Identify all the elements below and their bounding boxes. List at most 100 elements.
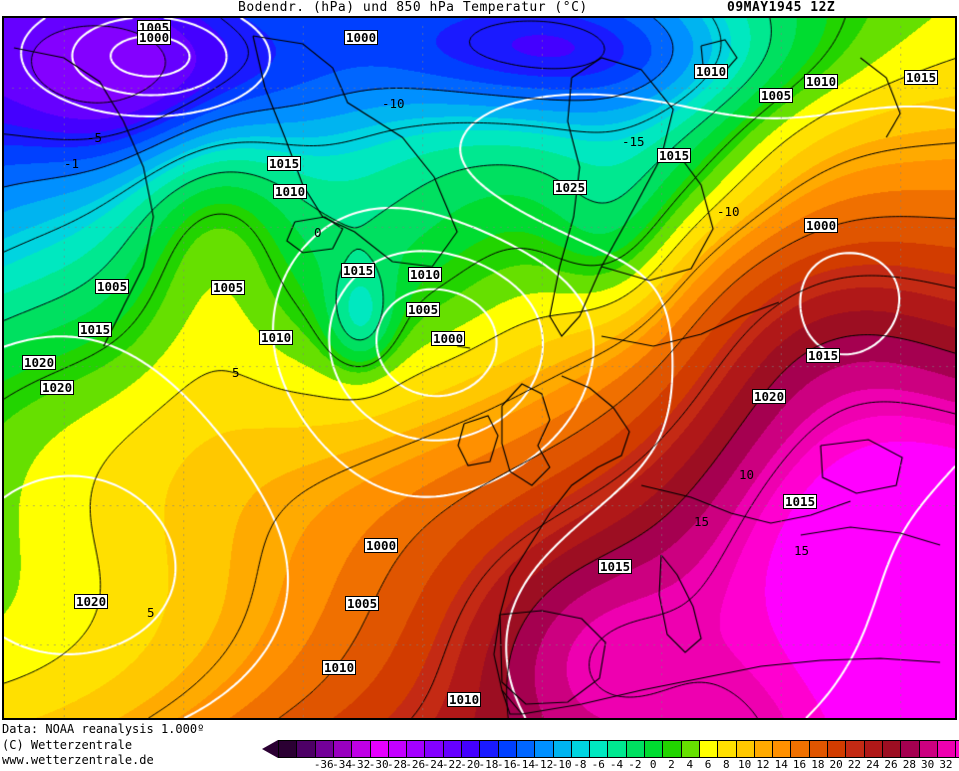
colorbar-swatch	[644, 740, 664, 758]
isotherm-label: 10	[739, 467, 755, 482]
colorbar-swatch	[955, 740, 959, 758]
isobar-label: 1000	[137, 30, 172, 45]
isobar-label: 1015	[341, 263, 376, 278]
data-source-line: Data: NOAA reanalysis 1.000º	[2, 722, 205, 736]
isobar-label: 1015	[783, 494, 818, 509]
isotherm-label: -5	[87, 130, 103, 145]
colorbar-tick-label: 0	[649, 758, 657, 771]
colorbar-swatch	[497, 740, 517, 758]
isotherm-label: 0	[314, 225, 322, 240]
colorbar-tick-label: -2	[628, 758, 642, 771]
colorbar-swatch	[332, 740, 353, 758]
colorbar-swatch	[424, 740, 444, 758]
colorbar-tick-label: 22	[847, 758, 862, 771]
attribution-block: Data: NOAA reanalysis 1.000º (C) Wetterz…	[2, 722, 204, 769]
isobar-label: 1010	[804, 74, 839, 89]
colorbar-tick-label: 10	[738, 758, 752, 771]
colorbar-swatch	[589, 740, 609, 758]
isobar-label: 1015	[267, 156, 302, 171]
synoptic-map[interactable]: 1005 1000 1000 1010 1010 1015 1005 1015 1015 1010…	[2, 16, 957, 720]
colorbar-tick-label: -14	[515, 758, 535, 771]
colorbar-swatch	[735, 740, 755, 758]
colorbar-swatch	[461, 740, 481, 758]
isobar-label: 1020	[40, 380, 75, 395]
colorbar-tick-label: -8	[573, 758, 587, 771]
colorbar-swatch	[552, 740, 572, 758]
colorbar-tick-label: -22	[441, 758, 462, 771]
isobar-label: 1000	[364, 538, 399, 553]
colorbar-tick-label: 30	[921, 758, 935, 771]
colorbar-tick-label: 4	[686, 758, 694, 771]
colorbar-tick-label: -4	[609, 758, 624, 771]
isobar-label: 1005	[95, 279, 130, 294]
isotherm-label: 15	[794, 543, 810, 558]
colorbar-tick-label: -12	[533, 758, 554, 771]
colorbar-swatch	[607, 740, 627, 758]
isobar-label: 1015	[904, 70, 939, 85]
colorbar-swatch	[314, 740, 334, 758]
colorbar-swatch	[936, 740, 957, 758]
isobar-label: 1000	[804, 218, 839, 233]
colorbar-swatch	[790, 740, 810, 758]
colorbar-swatch	[808, 740, 828, 758]
colorbar-swatch	[570, 740, 591, 758]
copyright-line: (C) Wetterzentrale	[2, 737, 133, 752]
colorbar-swatch	[479, 740, 499, 758]
isotherm-label: -10	[382, 96, 405, 111]
colorbar-tick-label: -34	[332, 758, 352, 771]
isobar-label: 1015	[78, 322, 113, 337]
isobar-label: 1015	[598, 559, 633, 574]
colorbar-swatch	[845, 740, 865, 758]
colorbar-tick-label: -32	[350, 758, 371, 771]
colorbar-swatch	[625, 740, 645, 758]
colorbar-swatch	[351, 740, 371, 758]
isotherm-label: -10	[717, 204, 740, 219]
colorbar-tick-label: 20	[829, 758, 843, 771]
isobar-label: 1005	[345, 596, 380, 611]
isotherm-label: -15	[622, 134, 645, 149]
colorbar-tick-label: 28	[902, 758, 916, 771]
colorbar-min-arrow	[262, 740, 278, 758]
isobar-label: 1005	[759, 88, 794, 103]
colorbar-tick-label: -24	[423, 758, 444, 771]
isotherm-label: -1	[64, 156, 80, 171]
colorbar-swatch	[863, 740, 883, 758]
isobar-label: 1010	[273, 184, 308, 199]
colorbar-tick-label: 12	[756, 758, 770, 771]
colorbar-tick-label: 6	[704, 758, 712, 771]
colorbar-tick-label: -20	[460, 758, 481, 771]
colorbar-tick-label: 8	[723, 758, 730, 771]
colorbar-tick-label: 16	[792, 758, 807, 771]
colorbar-swatch	[442, 740, 462, 758]
colorbar-tick-label: -26	[405, 758, 426, 771]
colorbar-tick-label: -16	[496, 758, 517, 771]
isobar-label: 1005	[211, 280, 246, 295]
colorbar-tick-label: -30	[368, 758, 389, 771]
colorbar-swatch	[772, 740, 792, 758]
isobar-label: 1020	[752, 389, 787, 404]
colorbar-tick-label: -36	[313, 758, 334, 771]
colorbar-swatch	[296, 740, 316, 758]
isotherm-label: 25	[849, 718, 864, 720]
colorbar-swatch	[717, 740, 737, 758]
colorbar-swatch	[369, 740, 389, 758]
isobar-label: 1020	[74, 594, 109, 609]
colorbar-swatch	[278, 740, 298, 758]
isobar-label: 1025	[553, 180, 588, 195]
colorbar-tick-label: -10	[551, 758, 572, 771]
colorbar-swatch	[515, 740, 536, 758]
isotherm-label: 5	[147, 605, 155, 620]
colorbar-swatch	[680, 740, 700, 758]
page-title: Bodendr. (hPa) und 850 hPa Temperatur (°…	[238, 0, 588, 15]
colorbar-tick-label: 32	[939, 758, 953, 771]
colorbar-swatch	[753, 740, 774, 758]
isobar-label: 1000	[344, 30, 379, 45]
isobar-label: 1010	[322, 660, 357, 675]
website-line: www.wetterzentrale.de	[2, 753, 154, 767]
colorbar-tick-label: 14	[774, 758, 788, 771]
colorbar-tick-label: 18	[811, 758, 825, 771]
isobar-label: 1020	[22, 355, 57, 370]
isobar-label: 1000	[431, 331, 466, 346]
colorbar-swatch	[662, 740, 682, 758]
colorbar-tick-label: 2	[668, 758, 675, 771]
